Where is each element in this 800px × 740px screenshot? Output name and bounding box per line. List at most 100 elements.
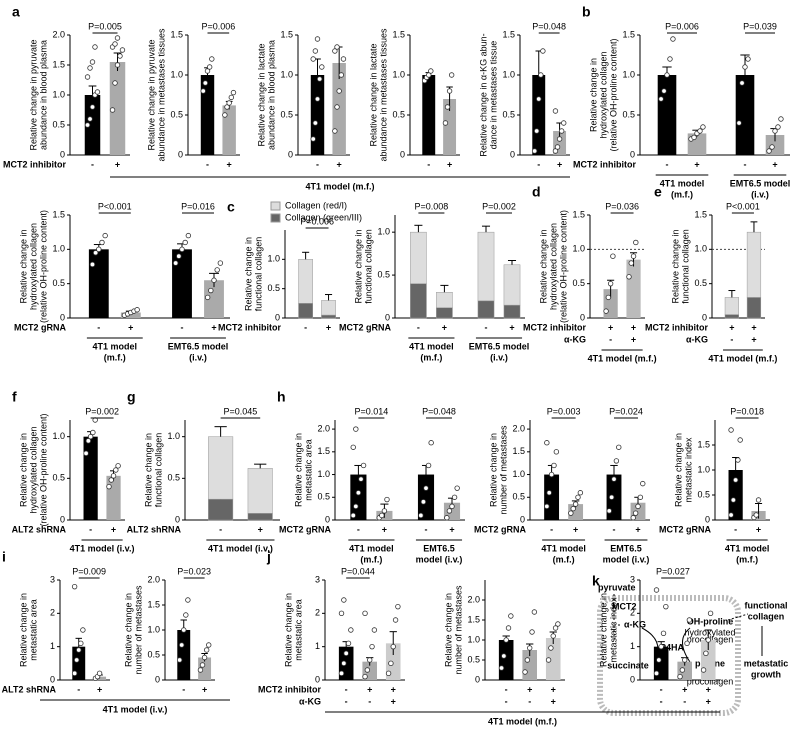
bar-segment (503, 264, 521, 306)
p-value: P=0.006 (300, 216, 334, 226)
y-tick-label: 0 (175, 514, 180, 524)
data-point (348, 627, 354, 633)
data-point (630, 253, 637, 259)
row-label: - (182, 684, 185, 694)
group-label: (m.f.) (420, 352, 442, 362)
data-point (371, 627, 378, 633)
group-label: (m.f.) (671, 189, 693, 199)
p-value: P=0.044 (341, 566, 375, 576)
data-point (203, 647, 210, 653)
panel: f 0 0.5 1.0 Relative change in hydroxylated c… (12, 389, 135, 554)
row-name: ALT2 shRNA (2, 684, 57, 694)
row-name: MCT2 inhibitor (258, 684, 321, 694)
y-tick-label: 0 (705, 514, 710, 524)
data-point (640, 480, 646, 487)
bar (728, 470, 743, 520)
row-label: - (77, 684, 80, 694)
data-point (736, 120, 742, 126)
data-point (449, 503, 455, 510)
y-axis-label: functional collagen (253, 237, 263, 312)
group-label: (i.v.) (189, 352, 207, 362)
row-label: - (485, 322, 488, 332)
row-name: MCT2 inhibitor (3, 159, 66, 169)
bar (422, 75, 436, 155)
data-point (454, 485, 460, 491)
data-point (613, 458, 620, 464)
data-point (684, 640, 690, 647)
data-point (605, 294, 612, 301)
diagram-label: α-KG (624, 619, 646, 629)
panel-letter: g (127, 389, 136, 405)
data-point (204, 294, 211, 301)
row-label: + (382, 524, 387, 534)
data-point (705, 637, 711, 643)
y-axis-label: hydroxylated collagen (28, 223, 38, 310)
data-point (536, 96, 542, 102)
row-name: ALT2 shRNA (12, 524, 67, 534)
y-axis-label: Relative change in lactate (256, 43, 266, 146)
data-point (556, 136, 563, 142)
data-point (350, 512, 356, 519)
y-tick-label: 1.0 (467, 634, 480, 644)
row-label: + (706, 696, 711, 706)
y-axis-label: Relative change in (243, 237, 253, 311)
bar-segment (436, 307, 453, 319)
y-axis-label: (relative OH-proline content) (38, 413, 48, 526)
group-label: 4T1 model (i.v.) (208, 543, 273, 553)
y-tick-label: 2 (630, 608, 635, 618)
row-label: + (682, 684, 687, 694)
data-point (367, 657, 373, 663)
p-value: P=0.018 (730, 406, 764, 416)
diagram-label: procollagen (687, 676, 734, 686)
row-label: + (115, 159, 120, 169)
y-tick-label: 1.0 (572, 244, 585, 254)
data-point (395, 603, 401, 610)
group-label: 4T1 model (541, 543, 586, 553)
data-point (185, 232, 192, 239)
y-tick-label: 0.5 (512, 492, 525, 502)
bar-segment (208, 498, 234, 521)
data-point (381, 508, 388, 514)
data-point (558, 128, 565, 134)
panel: j 0 1 2 3 Relative change in metastatic area P=… (258, 549, 405, 706)
data-point (312, 48, 319, 54)
row-name: α-KG (686, 334, 708, 344)
data-point (119, 47, 126, 53)
y-tick-label: 1 (50, 641, 55, 651)
row-label: + (227, 159, 232, 169)
data-point (442, 120, 449, 126)
data-point (112, 80, 118, 86)
data-point (679, 667, 686, 673)
data-point (314, 36, 321, 42)
data-point (343, 650, 349, 657)
data-point (538, 72, 544, 78)
data-point (332, 48, 338, 54)
bar (310, 75, 325, 155)
row-label: + (527, 684, 532, 694)
data-point (575, 494, 581, 500)
data-point (338, 670, 345, 677)
y-tick-label: 0 (520, 514, 525, 524)
data-point (661, 88, 667, 94)
data-point (224, 104, 230, 110)
y-tick-label: 1.5 (622, 29, 635, 39)
data-point (772, 128, 778, 134)
data-point (228, 94, 235, 101)
data-point (423, 485, 429, 491)
y-tick-label: 1.5 (52, 59, 65, 69)
data-point (204, 68, 211, 74)
y-axis-label: abundance in blood plasma (266, 40, 276, 150)
data-point (551, 462, 557, 469)
y-tick-label: 1.0 (377, 227, 390, 237)
y-tick-label: 3 (315, 574, 320, 584)
data-point (568, 510, 574, 516)
data-point (425, 462, 432, 469)
data-point (84, 122, 91, 128)
y-tick-label: 0.5 (467, 654, 480, 664)
data-point (108, 477, 114, 483)
row-label: + (447, 159, 452, 169)
data-point (87, 116, 93, 122)
data-point (102, 232, 108, 239)
data-point (332, 128, 338, 134)
